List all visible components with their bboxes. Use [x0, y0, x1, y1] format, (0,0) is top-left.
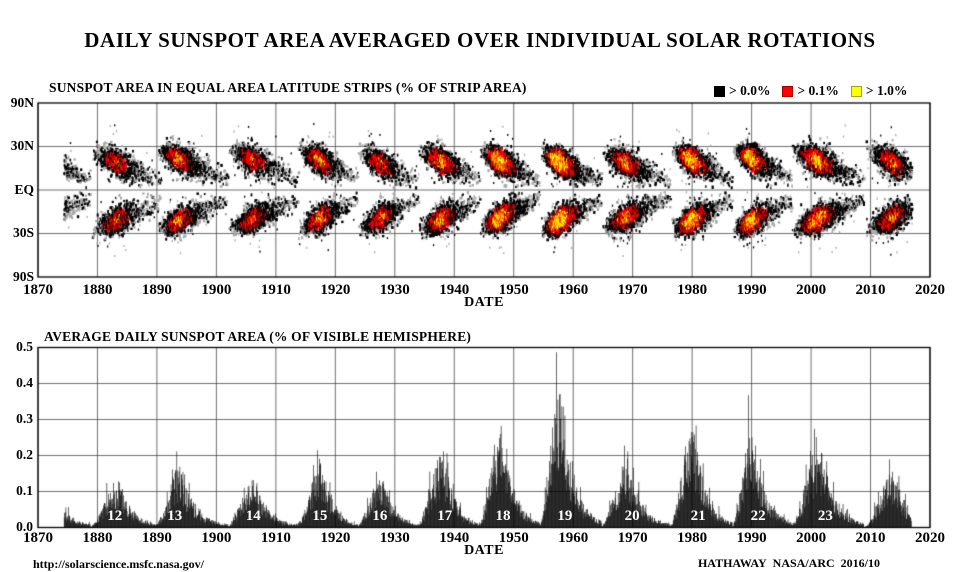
ytick-30n: 30N [10, 138, 34, 153]
area-xtick-1920: 1920 [320, 530, 351, 546]
cycle-number-label-16: 16 [372, 508, 388, 524]
source-url: http://solarscience.msfc.nasa.gov/ [33, 557, 204, 571]
area-xtick-1950: 1950 [498, 530, 529, 546]
legend-swatch-red-icon [782, 85, 794, 97]
area-xtick-2020: 2020 [915, 530, 945, 546]
butterfly-xtick-1900: 1900 [201, 282, 232, 298]
ytick-0-1: 0.1 [16, 483, 33, 498]
ytick-0-4: 0.4 [16, 375, 33, 390]
cycle-number-label-23: 23 [817, 508, 833, 524]
butterfly-xtick-2000: 2000 [796, 282, 827, 298]
butterfly-xtick-1950: 1950 [498, 282, 529, 298]
credit-text: HATHAWAY NASA/ARC 2016/10 [697, 556, 880, 570]
figure-title: DAILY SUNSPOT AREA AVERAGED OVER INDIVID… [84, 28, 876, 52]
legend-item-gt-1-0: > 1.0% [850, 83, 908, 99]
area-xtick-1930: 1930 [379, 530, 410, 546]
butterfly-chart-title: SUNSPOT AREA IN EQUAL AREA LATITUDE STRI… [49, 80, 527, 95]
area-xtick-1970: 1970 [617, 530, 648, 546]
legend-swatch-black-icon [714, 85, 725, 97]
area-xtick-1870: 1870 [23, 530, 53, 546]
area-xtick-1880: 1880 [82, 530, 113, 546]
butterfly-xtick-1940: 1940 [439, 282, 470, 298]
area-xtick-1940: 1940 [439, 530, 470, 546]
cycle-number-label-12: 12 [107, 508, 123, 524]
butterfly-xtick-2020: 2020 [915, 282, 945, 298]
area-xtick-1980: 1980 [677, 530, 708, 546]
cycle-number-label-20: 20 [624, 508, 640, 524]
area-xtick-2010: 2010 [855, 530, 886, 546]
ytick-0-3: 0.3 [16, 411, 33, 426]
butterfly-legend: > 0.0% > 0.1% > 1.0% [714, 83, 907, 99]
butterfly-xtick-1930: 1930 [379, 282, 410, 298]
cycle-number-label-18: 18 [495, 508, 511, 524]
butterfly-xtick-1920: 1920 [320, 282, 351, 298]
area-xtick-1960: 1960 [558, 530, 589, 546]
ytick-0-5: 0.5 [16, 339, 33, 354]
cycle-number-label-19: 19 [557, 508, 573, 524]
cycle-number-label-17: 17 [437, 508, 453, 524]
butterfly-xtick-1880: 1880 [82, 282, 113, 298]
butterfly-xtick-1990: 1990 [736, 282, 767, 298]
area-xaxis-label: DATE [464, 543, 504, 558]
legend-item-gt-0-1: > 0.1% [782, 83, 839, 99]
ytick-30s: 30S [12, 225, 34, 240]
ytick-0-2: 0.2 [16, 447, 33, 462]
cycle-number-label-13: 13 [167, 508, 183, 524]
butterfly-xaxis-label: DATE [464, 295, 504, 310]
butterfly-xtick-1980: 1980 [677, 282, 708, 298]
legend-label: > 0.0% [729, 83, 771, 98]
butterfly-xtick-1970: 1970 [617, 282, 648, 298]
ytick-90n: 90N [10, 95, 34, 110]
area-xtick-2000: 2000 [796, 530, 827, 546]
area-chart-title: AVERAGE DAILY SUNSPOT AREA (% OF VISIBLE… [44, 329, 472, 344]
ytick-0-0: 0.0 [16, 519, 33, 534]
butterfly-xtick-1910: 1910 [260, 282, 291, 298]
ytick-eq: EQ [14, 182, 34, 197]
butterfly-xtick-1890: 1890 [141, 282, 172, 298]
ytick-90s: 90S [12, 269, 34, 284]
butterfly-xtick-2010: 2010 [855, 282, 886, 298]
area-xtick-1990: 1990 [736, 530, 767, 546]
legend-item-gt-0-0: > 0.0% [714, 83, 770, 99]
legend-swatch-yellow-icon [850, 85, 862, 97]
butterfly-xtick-1960: 1960 [558, 282, 589, 298]
area-xtick-1900: 1900 [201, 530, 232, 546]
legend-label: > 0.1% [797, 83, 839, 98]
cycle-number-label-21: 21 [690, 508, 706, 524]
cycle-number-label-22: 22 [750, 508, 766, 524]
cycle-number-label-14: 14 [245, 508, 261, 524]
area-xtick-1890: 1890 [141, 530, 172, 546]
area-xtick-1910: 1910 [260, 530, 291, 546]
legend-label: > 1.0% [865, 83, 908, 98]
cycle-number-label-15: 15 [312, 508, 328, 524]
butterfly-xtick-1870: 1870 [23, 282, 53, 298]
